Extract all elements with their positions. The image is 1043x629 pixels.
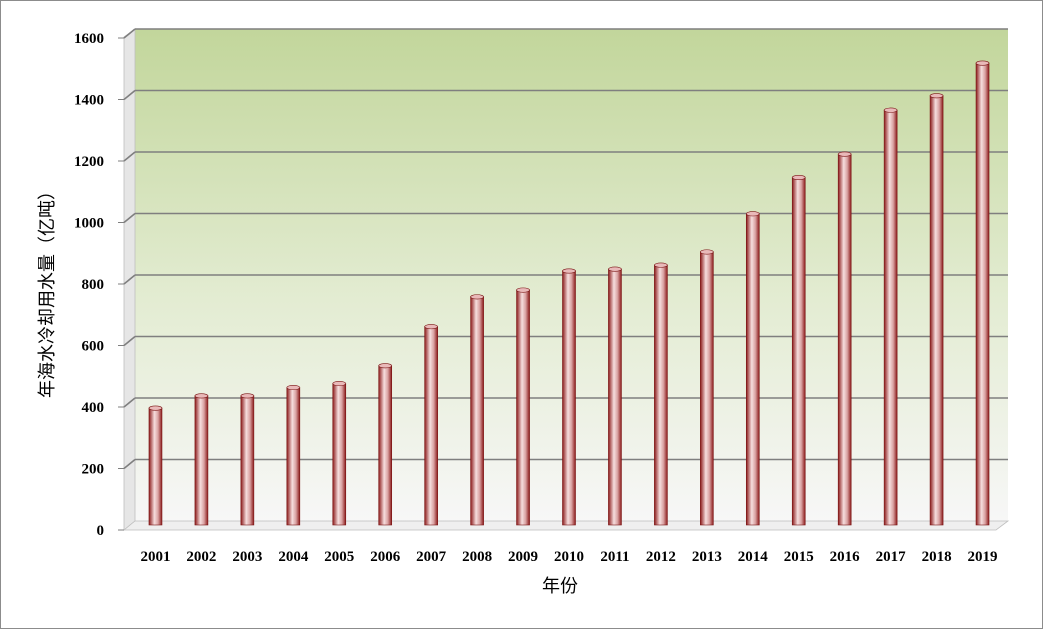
bar — [700, 251, 714, 526]
bar-cap — [837, 151, 852, 157]
bar-cap — [378, 363, 393, 369]
bar — [608, 268, 622, 526]
bar — [654, 264, 668, 526]
bar — [286, 387, 301, 526]
bar-cap — [516, 287, 530, 293]
bar — [194, 395, 209, 526]
bar — [837, 153, 852, 526]
bar-cap — [424, 324, 438, 330]
bar-cap — [562, 268, 576, 274]
bar-cap — [194, 393, 209, 399]
bar-cap — [975, 60, 990, 66]
y-tick-label: 0 — [97, 523, 105, 539]
bar-cap — [791, 175, 806, 181]
x-tick-label: 2002 — [186, 549, 216, 565]
x-axis-title: 年份 — [542, 576, 578, 597]
x-tick-label: 2009 — [508, 549, 538, 565]
gridline-side — [123, 28, 136, 39]
gridline-side — [123, 335, 136, 347]
x-tick-label: 2011 — [600, 549, 629, 565]
bar — [745, 213, 760, 526]
bar — [378, 365, 393, 526]
bar — [424, 326, 438, 526]
x-tick-label: 2019 — [968, 549, 998, 565]
bar — [975, 62, 990, 526]
y-tick-label: 1400 — [74, 93, 104, 109]
bar — [516, 289, 530, 526]
y-tick-label: 400 — [82, 400, 105, 416]
x-tick-label: 2013 — [692, 549, 722, 565]
bar-cap — [286, 385, 301, 391]
bar — [240, 395, 255, 526]
bar — [791, 177, 806, 526]
gridline-side — [123, 151, 136, 162]
bar-cap — [883, 107, 898, 113]
y-tick-label: 1200 — [74, 154, 104, 170]
bars — [148, 60, 990, 526]
x-tick-label: 2005 — [324, 549, 354, 565]
y-tick-label: 600 — [82, 339, 105, 355]
bar-cap — [332, 381, 347, 387]
bar — [929, 95, 944, 526]
bar-cap — [148, 405, 163, 411]
x-tick-label: 2012 — [646, 549, 676, 565]
y-axis-ticks: 0 200 400 600 800 1000 1200 1400 1600 — [74, 31, 124, 539]
gridline-side — [123, 397, 136, 408]
x-tick-label: 2004 — [278, 549, 309, 565]
gridline-side — [123, 458, 136, 470]
x-tick-label: 2010 — [554, 549, 584, 565]
x-axis-ticks: 2001 2002 2003 2004 2005 2006 2007 2008 2009 2010… — [140, 549, 997, 565]
y-tick-label: 1600 — [74, 31, 104, 47]
x-tick-label: 2016 — [830, 549, 861, 565]
x-tick-label: 2018 — [922, 549, 952, 565]
bar-cap — [240, 393, 255, 399]
y-tick-label: 1000 — [74, 216, 104, 232]
bar-cap — [608, 266, 622, 272]
bar-cap — [929, 93, 944, 99]
gridline-side — [123, 89, 136, 101]
bar-cap — [700, 249, 714, 255]
x-tick-label: 2003 — [232, 549, 262, 565]
bar — [883, 109, 898, 526]
x-tick-label: 2008 — [462, 549, 492, 565]
x-tick-label: 2015 — [784, 549, 814, 565]
y-axis-title: 年海水冷却用水量（亿吨） — [37, 182, 58, 398]
bar — [332, 383, 347, 526]
gridline-side — [123, 212, 136, 224]
x-tick-label: 2014 — [738, 549, 769, 565]
gridline-side — [123, 274, 136, 285]
x-tick-label: 2001 — [140, 549, 170, 565]
bar-cap — [745, 211, 760, 217]
x-tick-label: 2006 — [370, 549, 401, 565]
bar-cap — [654, 262, 668, 268]
bar — [470, 296, 484, 526]
y-tick-label: 800 — [82, 277, 105, 293]
bar — [562, 270, 576, 526]
x-tick-label: 2017 — [876, 549, 907, 565]
bar — [148, 407, 163, 526]
x-tick-label: 2007 — [416, 549, 447, 565]
bar-cap — [470, 294, 484, 300]
y-tick-label: 200 — [82, 462, 105, 478]
